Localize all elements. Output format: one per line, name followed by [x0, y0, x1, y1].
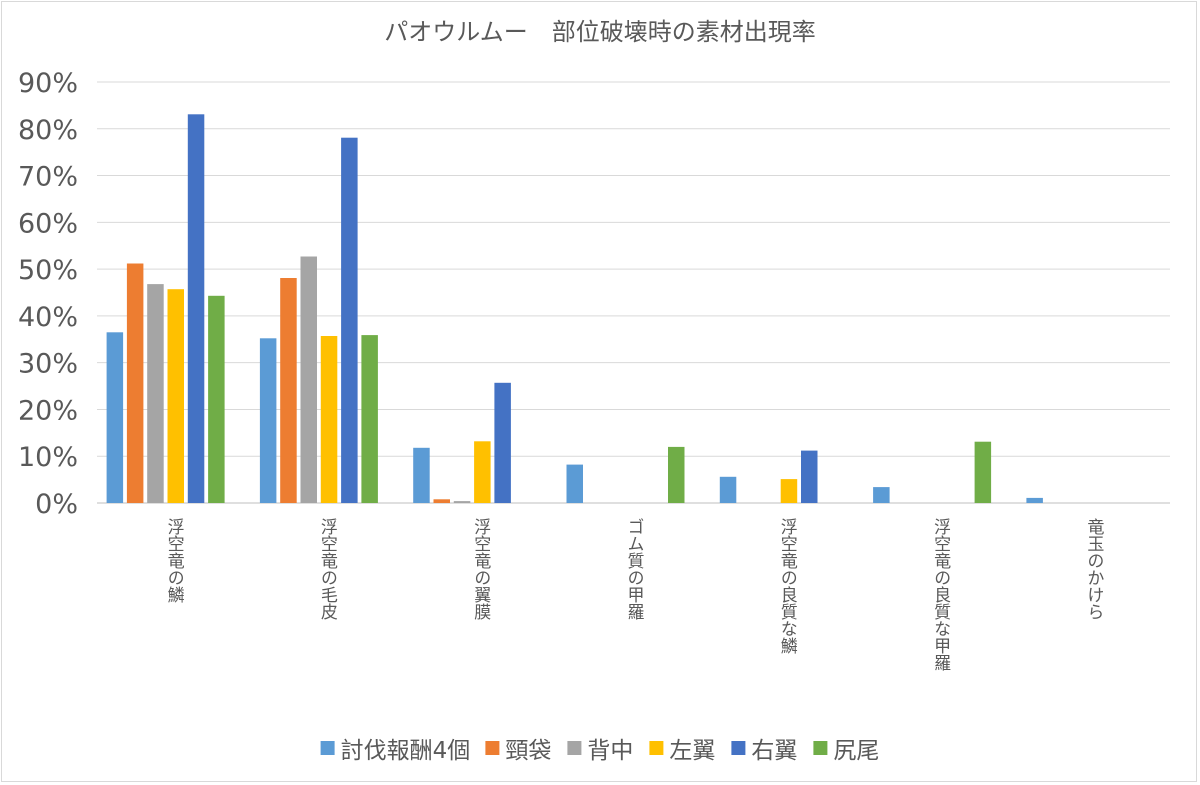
legend-swatch — [485, 741, 500, 755]
bar — [719, 476, 737, 503]
legend-swatch — [320, 741, 335, 755]
bar — [187, 114, 205, 504]
x-tick-label: 浮空竜の良質な鱗 — [777, 518, 798, 654]
bar — [361, 335, 378, 503]
bar — [801, 450, 818, 503]
y-tick-label: 70% — [18, 162, 78, 193]
legend-label: 頸袋 — [505, 738, 551, 764]
y-tick-label: 80% — [18, 115, 78, 146]
bar — [780, 479, 798, 503]
legend-label: 左翼 — [669, 738, 715, 764]
x-tick-label: 浮空竜の鱗 — [164, 518, 185, 603]
bars — [106, 114, 1043, 504]
y-tick-label: 10% — [18, 442, 78, 473]
legend-label: 尻尾 — [833, 738, 879, 764]
legend: 討伐報酬4個 頸袋 背中 左翼 右翼 尻尾 — [320, 738, 879, 764]
x-axis-ticks: 浮空竜の鱗 浮空竜の毛皮 浮空竜の翼膜 ゴム質の甲羅 浮空竜の良質な鱗 浮空竜の良質な甲羅… — [164, 518, 1104, 671]
bar — [873, 487, 890, 503]
y-tick-label: 60% — [18, 208, 78, 239]
bar — [320, 336, 338, 503]
x-tick-label: 浮空竜の翼膜 — [470, 518, 491, 621]
y-tick-label: 20% — [18, 395, 78, 426]
legend-label: 討伐報酬4個 — [341, 738, 471, 764]
bar — [126, 263, 144, 503]
bar — [106, 332, 124, 503]
y-tick-label: 50% — [18, 255, 78, 286]
legend-swatch — [813, 741, 828, 755]
bar — [413, 447, 430, 503]
x-tick-label: 浮空竜の毛皮 — [317, 518, 338, 620]
bar — [453, 501, 471, 503]
bar — [566, 464, 583, 503]
bar — [668, 446, 685, 503]
x-tick-label: 竜玉のかけら — [1083, 518, 1104, 620]
chart-title: パオウルムー 部位破壊時の素材出現率 — [384, 18, 816, 46]
bar — [259, 338, 277, 503]
y-axis-ticks: 0% 10% 20% 30% 40% 50% 60% 70% 80% 90% — [18, 68, 78, 520]
bar — [974, 441, 992, 503]
x-tick-label: ゴム質の甲羅 — [624, 518, 645, 620]
bar — [474, 441, 491, 503]
bar — [208, 295, 225, 503]
bar — [167, 289, 184, 503]
bar — [494, 382, 511, 503]
legend-swatch — [567, 741, 582, 755]
x-tick-label: 浮空竜の良質な甲羅 — [930, 518, 951, 671]
bar — [1026, 497, 1043, 503]
gridlines — [97, 81, 1170, 504]
y-tick-label: 90% — [18, 68, 78, 99]
bar — [147, 284, 164, 503]
legend-swatch — [731, 741, 746, 755]
legend-label: 右翼 — [751, 738, 797, 764]
y-tick-label: 0% — [35, 489, 78, 520]
bar — [341, 137, 358, 503]
bar — [433, 499, 450, 503]
bar — [280, 278, 297, 503]
y-tick-label: 30% — [18, 349, 78, 380]
legend-label: 背中 — [587, 738, 633, 764]
legend-swatch — [649, 741, 664, 755]
bar — [300, 256, 317, 503]
y-tick-label: 40% — [18, 302, 78, 333]
